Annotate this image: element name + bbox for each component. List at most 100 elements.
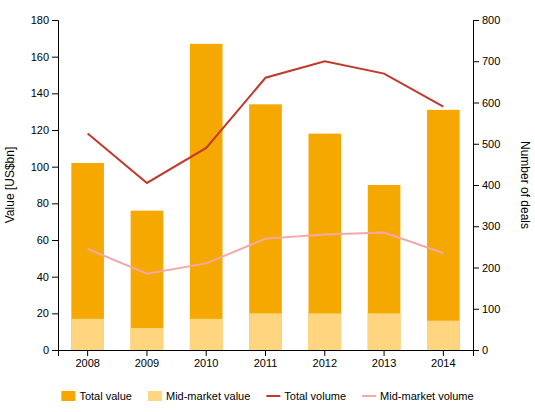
tick-mark: [87, 350, 88, 356]
axis-line: [52, 21, 59, 351]
bar-series: [71, 44, 459, 350]
tick-mark: [384, 350, 385, 356]
line: [88, 61, 444, 183]
bar: [308, 313, 341, 350]
legend: Total value Mid-market value Total volume M…: [61, 390, 473, 402]
tick-label: 40: [37, 271, 49, 283]
bar: [368, 185, 401, 350]
tick-mark: [52, 20, 58, 21]
legend-item: Total volume: [266, 390, 346, 402]
legend-item: Mid-market value: [148, 390, 250, 402]
tick-mark: [473, 61, 479, 62]
tick: 100: [31, 161, 58, 173]
tick: 40: [37, 271, 58, 283]
tick: 100: [473, 303, 500, 315]
bar: [71, 163, 104, 350]
bar: [131, 328, 164, 350]
y-axis-title: Value [US$bn]: [3, 147, 17, 224]
tick-label: 600: [482, 97, 500, 109]
x-axis: 2008 2009 2010 2011 2012 2013 2014: [59, 350, 474, 369]
legend-label: Total value: [79, 390, 132, 402]
legend-label: Mid-market value: [166, 390, 250, 402]
bar: [131, 211, 164, 350]
tick-label: 180: [31, 14, 49, 26]
tick-mark: [473, 226, 479, 227]
bar: [427, 321, 460, 350]
tick-label: 2009: [135, 357, 159, 369]
tick-label: 60: [37, 234, 49, 246]
tick: 120: [31, 124, 58, 136]
tick-mark: [206, 350, 207, 356]
y-axis: 020406080100120140160180: [31, 14, 59, 356]
legend-swatch: [148, 391, 162, 401]
tick: 60: [37, 234, 58, 246]
bar: [308, 134, 341, 350]
tick: 300: [473, 220, 500, 232]
bar-series: [71, 313, 459, 350]
tick-label: 300: [482, 220, 500, 232]
tick-label: 80: [37, 197, 49, 209]
bar: [190, 44, 223, 350]
tick-label: 2010: [194, 357, 218, 369]
bar: [249, 313, 282, 350]
tick-mark: [146, 350, 147, 356]
tick-label: 100: [482, 303, 500, 315]
tick: 2014: [431, 350, 455, 369]
tick-label: 500: [482, 138, 500, 150]
legend-swatch: [266, 395, 280, 397]
axis-line: [474, 21, 480, 351]
tick: 2013: [372, 350, 396, 369]
tick-label: 2012: [313, 357, 337, 369]
legend-item: Total value: [61, 390, 132, 402]
bar: [427, 110, 460, 350]
tick-label: 700: [482, 55, 500, 67]
tick-label: 100: [31, 161, 49, 173]
tick-mark: [473, 103, 479, 104]
y2-axis-title: Number of deals: [518, 141, 532, 229]
legend-label: Total volume: [284, 390, 346, 402]
legend-swatch: [61, 391, 75, 401]
tick-label: 200: [482, 262, 500, 274]
tick-mark: [265, 350, 266, 356]
tick-mark: [52, 130, 58, 131]
tick-label: 120: [31, 124, 49, 136]
tick-label: 140: [31, 87, 49, 99]
tick-mark: [324, 350, 325, 356]
tick-mark: [52, 203, 58, 204]
marks: [71, 44, 459, 350]
tick-label: 400: [482, 179, 500, 191]
tick-label: 0: [482, 344, 488, 356]
bar: [368, 313, 401, 350]
bar: [249, 104, 282, 350]
legend-label: Mid-market volume: [380, 390, 474, 402]
tick-mark: [52, 93, 58, 94]
tick-label: 2013: [372, 357, 396, 369]
tick-mark: [473, 144, 479, 145]
tick: 200: [473, 262, 500, 274]
tick-mark: [52, 57, 58, 58]
tick-label: 2011: [254, 357, 278, 369]
tick-mark: [52, 350, 58, 351]
tick-mark: [473, 268, 479, 269]
bar: [190, 319, 223, 350]
tick-label: 2008: [75, 357, 99, 369]
bar: [71, 319, 104, 350]
tick: 2009: [135, 350, 159, 369]
plot: 2008200920102011201220132014020406080100…: [3, 14, 532, 369]
tick-label: 160: [31, 51, 49, 63]
legend-item: Mid-market volume: [362, 390, 474, 402]
tick: 2008: [75, 350, 99, 369]
tick: 2012: [313, 350, 337, 369]
tick-mark: [473, 20, 479, 21]
legend-swatch: [362, 395, 376, 397]
tick-mark: [52, 240, 58, 241]
tick: 0: [43, 344, 58, 356]
tick-label: 800: [482, 14, 500, 26]
tick-mark: [473, 185, 479, 186]
tick: 700: [473, 55, 500, 67]
line: [88, 232, 444, 273]
tick-mark: [52, 167, 58, 168]
tick: 800: [473, 14, 500, 26]
tick-label: 0: [43, 344, 49, 356]
tick: 400: [473, 179, 500, 191]
